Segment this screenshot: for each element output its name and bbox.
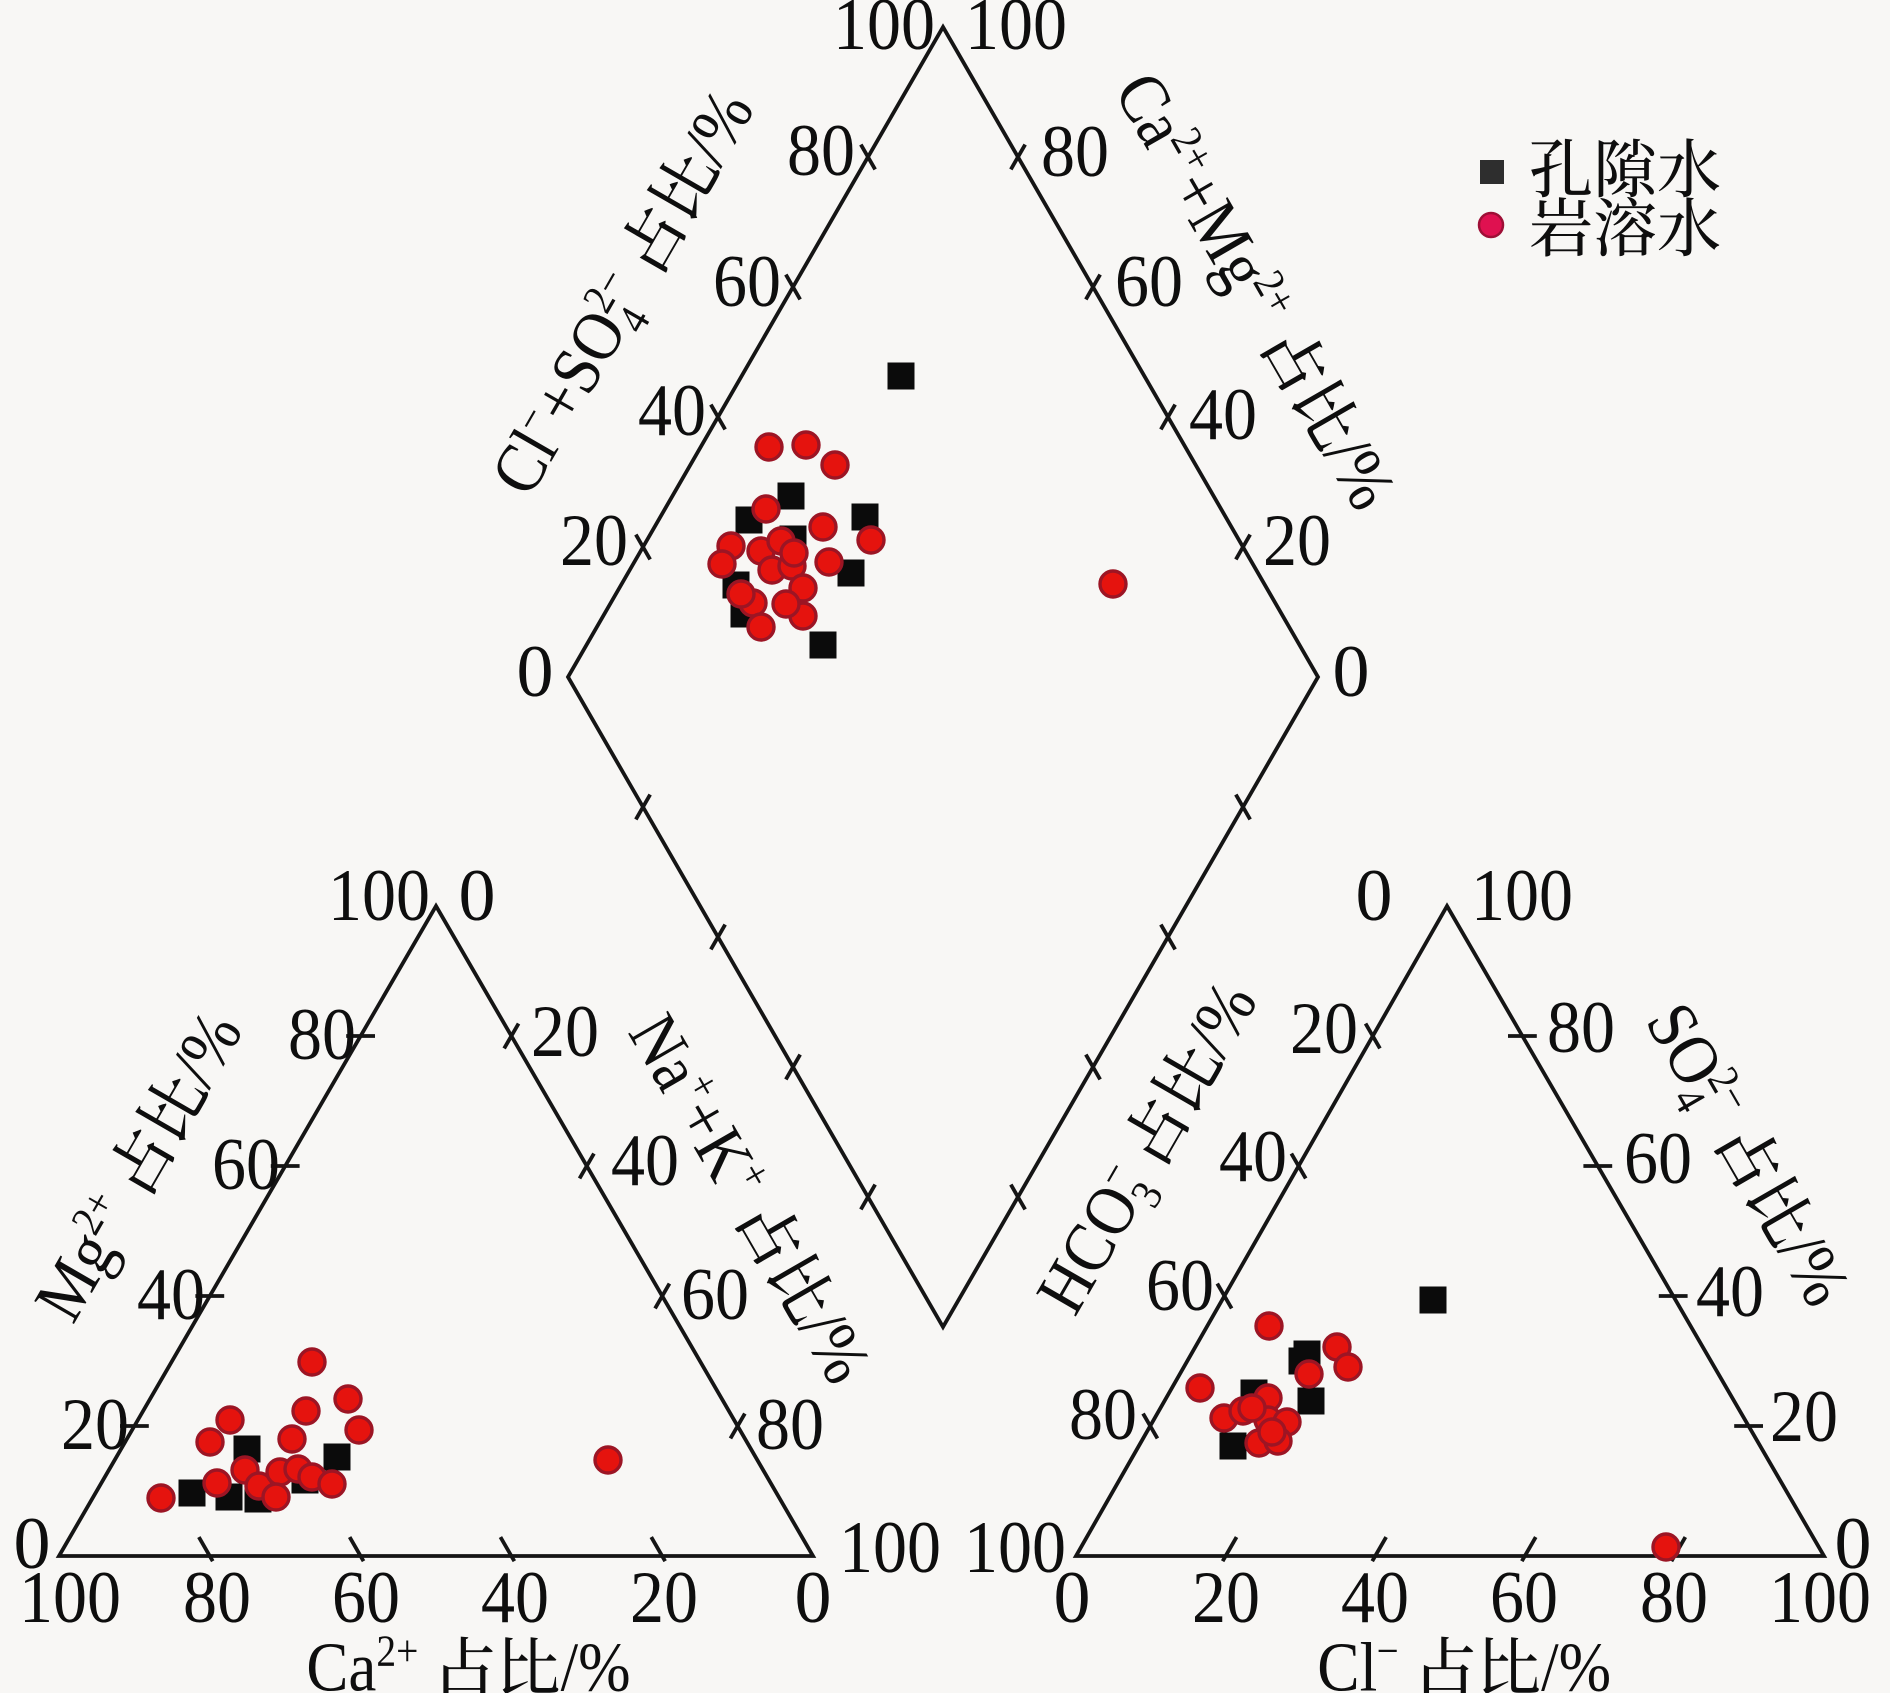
svg-text:60: 60 [681, 1254, 749, 1336]
svg-text:40: 40 [1189, 374, 1257, 456]
svg-text:40: 40 [638, 370, 706, 452]
svg-text:100: 100 [19, 1557, 121, 1639]
svg-text:40: 40 [137, 1254, 205, 1336]
svg-text:80: 80 [288, 994, 356, 1076]
svg-text:40: 40 [481, 1557, 549, 1639]
svg-text:0: 0 [795, 1557, 832, 1639]
svg-text:20: 20 [1290, 988, 1358, 1070]
svg-text:100: 100 [1769, 1557, 1871, 1639]
svg-text:80: 80 [1069, 1374, 1137, 1456]
svg-text:80: 80 [756, 1384, 824, 1466]
svg-text:80: 80 [787, 110, 855, 192]
svg-text:100: 100 [964, 1507, 1066, 1589]
svg-text:100: 100 [833, 0, 935, 66]
svg-text:20: 20 [1770, 1376, 1838, 1458]
svg-text:60: 60 [332, 1557, 400, 1639]
svg-text:Ca: Ca [306, 1629, 376, 1693]
svg-text:100: 100 [839, 1507, 941, 1589]
svg-text:40: 40 [611, 1120, 679, 1202]
svg-text:20: 20 [1192, 1557, 1260, 1639]
svg-text:60: 60 [1490, 1557, 1558, 1639]
svg-text:40: 40 [1219, 1116, 1287, 1198]
svg-text:80: 80 [1041, 111, 1109, 193]
svg-text:100: 100 [328, 855, 430, 937]
svg-text:2+: 2+ [376, 1626, 418, 1675]
svg-text:−: − [1377, 1626, 1399, 1675]
svg-text:40: 40 [1696, 1251, 1764, 1333]
svg-text:Cl: Cl [1317, 1629, 1377, 1693]
svg-text:/%: /% [1541, 1629, 1611, 1693]
svg-text:60: 60 [1146, 1245, 1214, 1327]
svg-text:40: 40 [1341, 1557, 1409, 1639]
svg-text:0: 0 [1054, 1557, 1091, 1639]
svg-text:0: 0 [14, 1503, 51, 1585]
svg-text:80: 80 [183, 1557, 251, 1639]
svg-text:80: 80 [1547, 987, 1615, 1069]
svg-text:0: 0 [1333, 631, 1370, 713]
svg-text:0: 0 [1835, 1503, 1872, 1585]
svg-text:0: 0 [517, 631, 554, 713]
svg-text:20: 20 [531, 991, 599, 1073]
svg-text:20: 20 [630, 1557, 698, 1639]
svg-text:60: 60 [1115, 241, 1183, 323]
svg-text:0: 0 [1356, 855, 1393, 937]
svg-text:100: 100 [965, 0, 1067, 66]
svg-text:100: 100 [1471, 855, 1573, 937]
svg-text:60: 60 [212, 1124, 280, 1206]
svg-text:0: 0 [459, 855, 496, 937]
svg-text:/%: /% [561, 1629, 631, 1693]
svg-text:20: 20 [560, 500, 628, 582]
svg-text:20: 20 [1263, 500, 1331, 582]
svg-text:80: 80 [1640, 1557, 1708, 1639]
svg-text:60: 60 [713, 241, 781, 323]
svg-text:60: 60 [1624, 1118, 1692, 1200]
svg-text:20: 20 [61, 1384, 129, 1466]
